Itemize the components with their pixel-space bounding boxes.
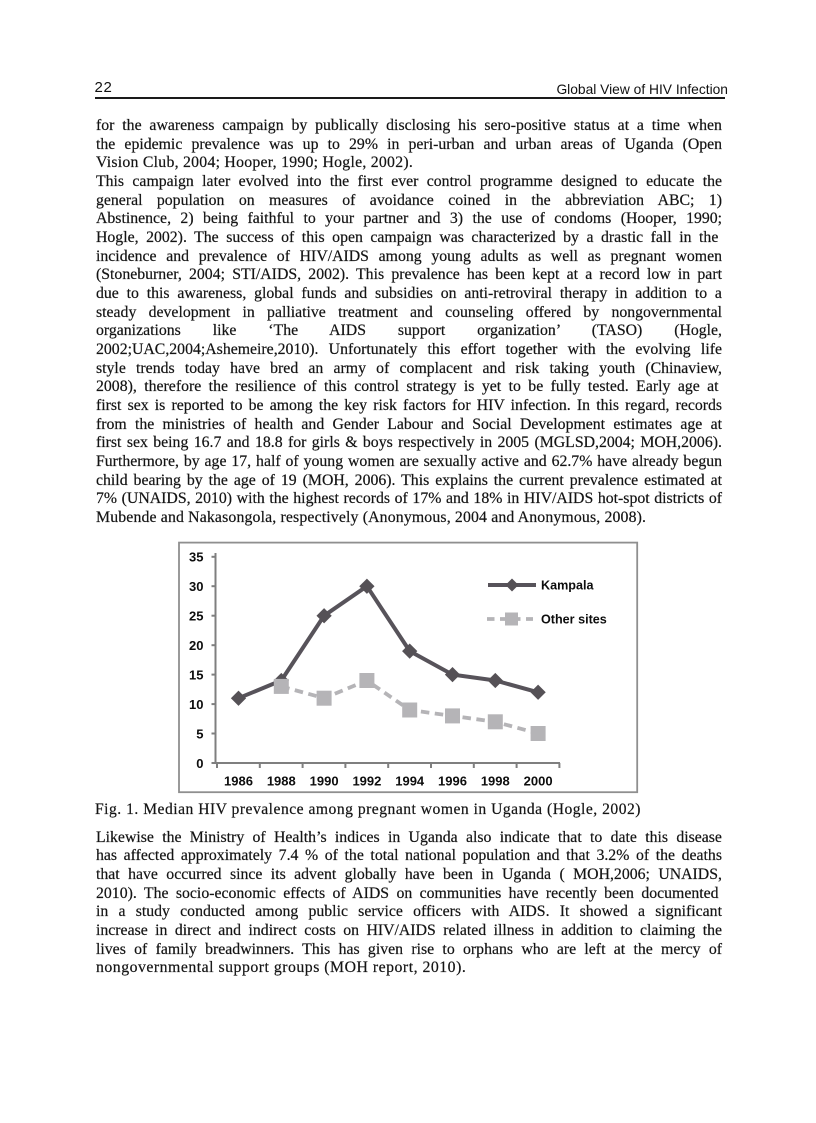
svg-text:35: 35: [189, 550, 203, 565]
svg-text:2000: 2000: [524, 774, 553, 789]
svg-text:5: 5: [196, 726, 203, 741]
svg-text:15: 15: [189, 667, 203, 682]
svg-text:30: 30: [189, 579, 203, 594]
svg-text:1990: 1990: [310, 774, 339, 789]
svg-text:1996: 1996: [438, 774, 467, 789]
svg-text:10: 10: [189, 697, 203, 712]
svg-text:Kampala: Kampala: [541, 579, 594, 593]
svg-text:1988: 1988: [267, 774, 296, 789]
svg-text:Other sites: Other sites: [541, 613, 607, 627]
svg-text:25: 25: [189, 609, 203, 624]
svg-text:1986: 1986: [224, 774, 253, 789]
svg-text:0: 0: [196, 756, 203, 771]
svg-text:1994: 1994: [395, 774, 425, 789]
svg-text:1992: 1992: [352, 774, 381, 789]
svg-text:20: 20: [189, 638, 203, 653]
svg-text:1998: 1998: [481, 774, 510, 789]
